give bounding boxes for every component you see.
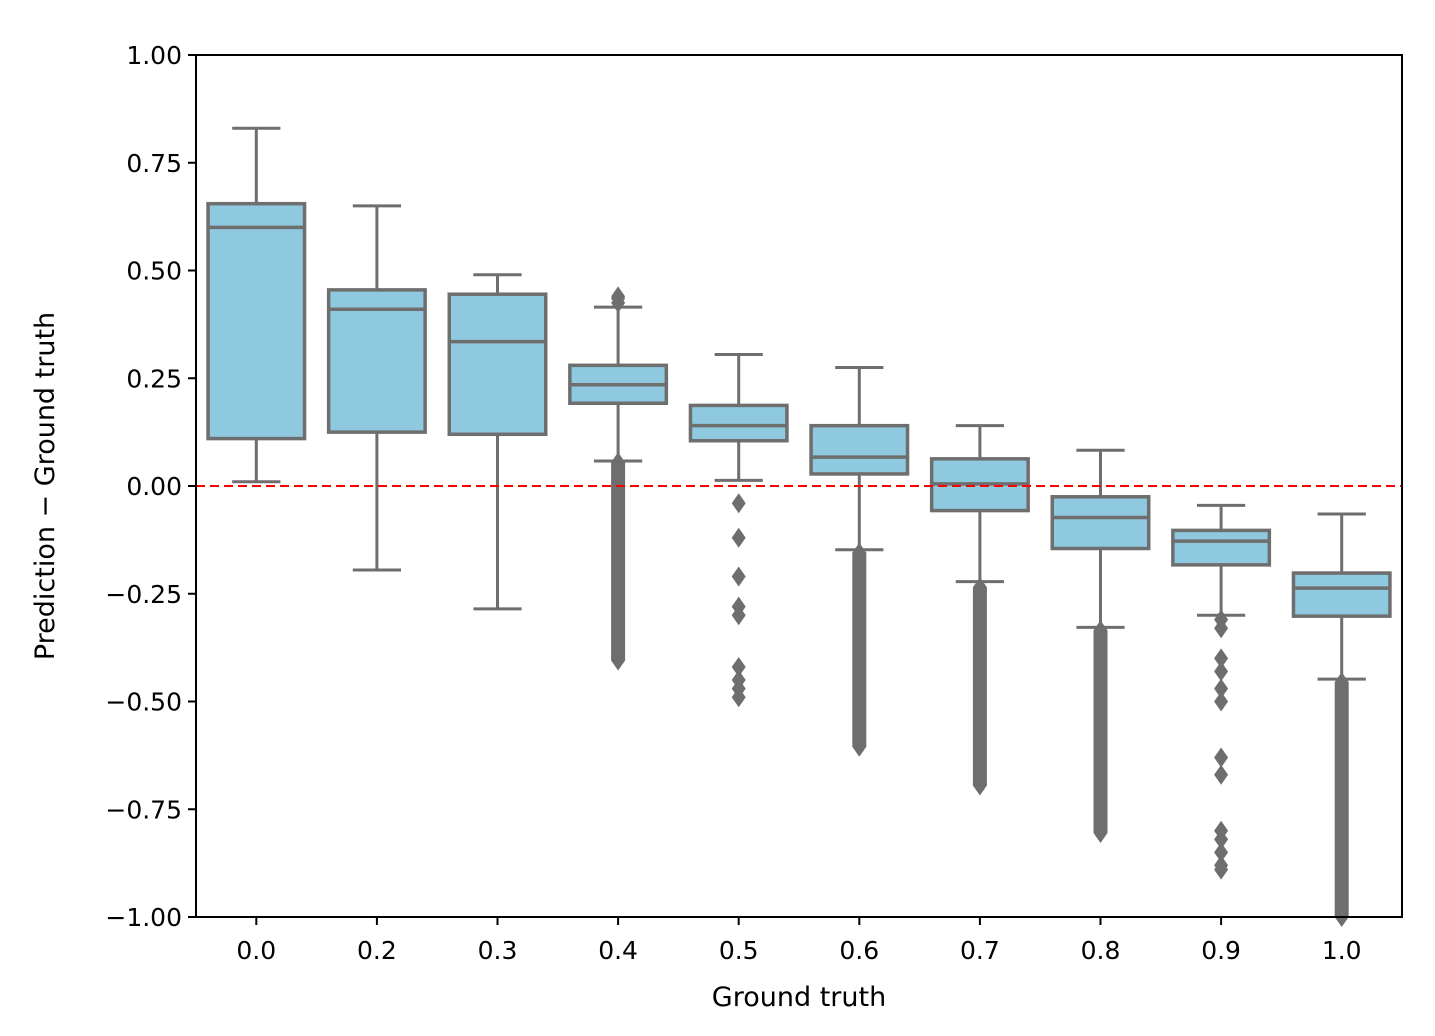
box-group [809, 365, 910, 757]
iqr-box [688, 403, 789, 443]
box-group [1171, 503, 1272, 880]
plot-frame [195, 54, 1403, 918]
y-tick-label: −1.00 [105, 903, 182, 932]
y-tick-label: 0.00 [126, 472, 182, 501]
outlier-band [852, 552, 867, 747]
iqr-box [1291, 571, 1392, 618]
outlier-point [731, 657, 746, 678]
outlier-point [1214, 829, 1229, 850]
outlier-point [1214, 678, 1229, 699]
x-tick-label: 0.4 [598, 936, 638, 965]
y-axis: 1.00 0.75 0.50 0.25 0.00 −0.25 −0.50 −0.75 −1.00 [105, 41, 196, 932]
x-tick-label: 0.6 [839, 936, 879, 965]
box-group [1291, 512, 1392, 927]
outlier-point [731, 605, 746, 626]
iqr-box [809, 423, 910, 476]
x-tick-label: 1.0 [1322, 936, 1362, 965]
x-tick-label: 0.9 [1201, 936, 1241, 965]
y-tick-label: −0.25 [105, 580, 182, 609]
outlier-point [1214, 661, 1229, 682]
x-tick-label: 0.0 [236, 936, 276, 965]
outlier-point [1214, 764, 1229, 785]
box-group [206, 126, 307, 484]
outlier-point [731, 493, 746, 514]
x-tick-label: 0.3 [478, 936, 518, 965]
x-tick-label: 0.5 [719, 936, 759, 965]
iqr-box [326, 288, 427, 434]
outlier-point [731, 687, 746, 708]
iqr-box [447, 292, 548, 437]
outlier-band [1334, 682, 1349, 917]
y-tick-label: 0.50 [126, 257, 182, 286]
outlier-point [1214, 648, 1229, 669]
y-tick-label: −0.75 [105, 795, 182, 824]
y-tick-label: 1.00 [126, 41, 182, 70]
x-tick-label: 0.2 [357, 936, 397, 965]
x-axis: 0.0 0.2 0.3 0.4 0.5 0.6 0.7 0.8 0.9 1.0 [236, 917, 1362, 965]
outlier-band [611, 462, 626, 661]
x-axis-label: Ground truth [712, 982, 886, 1013]
outlier-band [972, 587, 987, 786]
iqr-box [206, 201, 307, 441]
outlier-point [1214, 842, 1229, 863]
box-group [688, 353, 789, 708]
box-group [447, 273, 548, 611]
outlier-band [1093, 630, 1108, 833]
y-axis-label: Prediction − Ground truth [30, 312, 61, 660]
outlier-point [1214, 747, 1229, 768]
x-tick-label: 0.8 [1081, 936, 1121, 965]
iqr-box [1050, 495, 1151, 551]
x-tick-label: 0.7 [960, 936, 1000, 965]
box-group [1050, 448, 1151, 843]
outlier-point [611, 286, 626, 307]
outlier-point [731, 527, 746, 548]
box-group [929, 424, 1030, 796]
outlier-point [731, 566, 746, 587]
y-tick-label: 0.75 [126, 149, 182, 178]
y-tick-label: 0.25 [126, 364, 182, 393]
outlier-point [1214, 859, 1229, 880]
iqr-box [1171, 528, 1272, 567]
box-group [568, 286, 669, 671]
y-tick-label: −0.50 [105, 688, 182, 717]
box-group [326, 204, 427, 572]
outlier-point [1214, 691, 1229, 712]
box-series [206, 126, 1392, 927]
outlier-point [1214, 618, 1229, 639]
